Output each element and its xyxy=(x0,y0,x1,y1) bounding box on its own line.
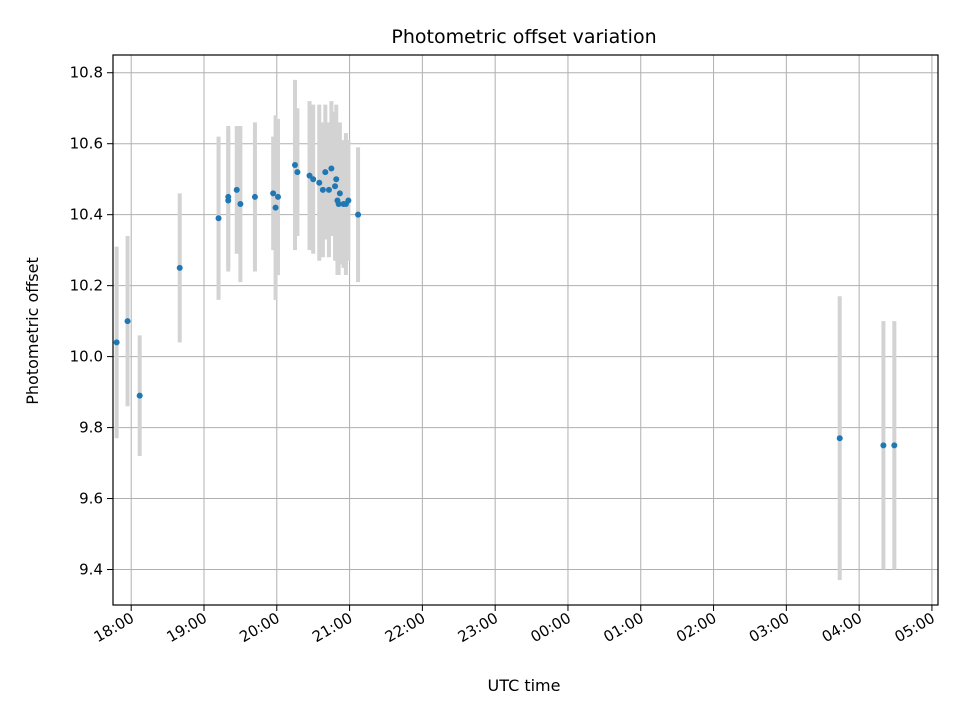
grid xyxy=(113,55,938,605)
data-point xyxy=(891,442,898,449)
data-point xyxy=(113,339,120,346)
data-point xyxy=(215,215,222,222)
chart-title: Photometric offset variation xyxy=(391,26,656,48)
data-point xyxy=(355,211,362,218)
data-point xyxy=(332,183,339,190)
data-point xyxy=(333,176,340,183)
data-point xyxy=(325,186,332,193)
data-point xyxy=(316,179,323,186)
data-point xyxy=(233,186,240,193)
y-tick-label: 10.0 xyxy=(70,348,103,366)
data-point xyxy=(136,392,143,399)
data-point xyxy=(294,169,301,176)
data-point xyxy=(328,165,335,172)
data-point xyxy=(836,435,843,442)
y-tick-label: 10.4 xyxy=(70,206,103,224)
x-axis-title: UTC time xyxy=(488,676,561,695)
y-tick-label: 10.8 xyxy=(70,64,103,82)
data-point xyxy=(335,201,342,208)
data-point xyxy=(272,204,279,211)
y-tick-label: 9.8 xyxy=(79,419,103,437)
data-point xyxy=(237,201,244,208)
y-tick-label: 9.6 xyxy=(79,490,103,508)
y-axis-title: Photometric offset xyxy=(23,257,42,405)
data-point xyxy=(319,186,326,193)
data-point xyxy=(291,162,298,168)
data-point xyxy=(880,442,887,449)
data-point xyxy=(322,169,329,176)
data-point xyxy=(124,318,131,325)
y-axis: 9.4 9.6 9.8 10.0 10.2 10.4 10.6 10.8 xyxy=(70,64,113,579)
y-tick-label: 10.6 xyxy=(70,135,103,153)
data-point xyxy=(336,190,343,197)
data-point xyxy=(270,190,277,197)
data-point xyxy=(225,197,232,204)
data-point xyxy=(251,193,258,200)
data-point xyxy=(345,197,352,204)
y-tick-label: 9.4 xyxy=(79,561,103,579)
data-point xyxy=(310,176,317,183)
y-tick-label: 10.2 xyxy=(70,277,103,295)
data-points xyxy=(113,162,898,449)
plot-frame xyxy=(112,54,939,606)
data-point xyxy=(275,193,281,200)
data-point xyxy=(176,264,183,271)
